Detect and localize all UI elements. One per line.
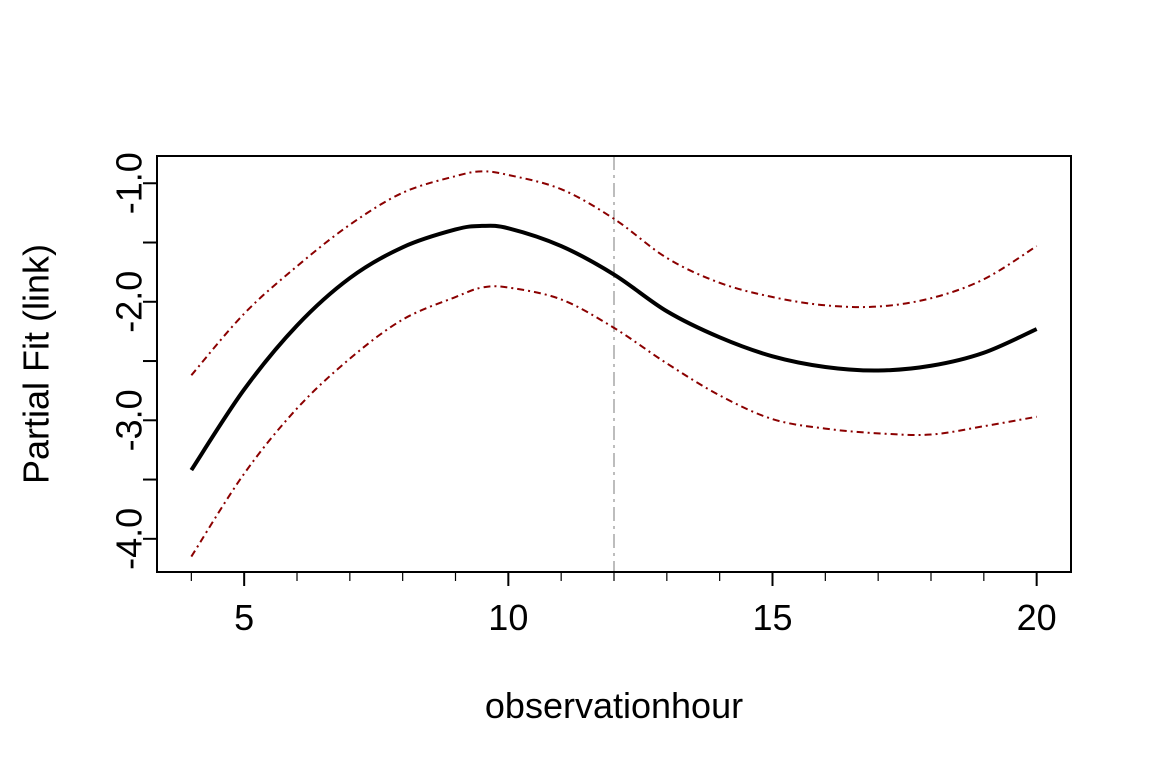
x-tick-label: 15 (752, 597, 792, 638)
x-tick-label: 10 (488, 597, 528, 638)
series-line-fit (189, 223, 1038, 472)
x-tick-label: 20 (1017, 597, 1057, 638)
x-tick-label: 5 (234, 597, 254, 638)
x-axis: 5 10 15 20 (190, 571, 1057, 638)
series-line-upper (190, 170, 1038, 376)
y-tick-label: -1.0 (109, 152, 150, 214)
series-line-lower (190, 285, 1037, 558)
series-layer (189, 170, 1038, 558)
y-axis-title: Partial Fit (link) (16, 244, 57, 484)
y-tick-label: -2.0 (109, 271, 150, 333)
y-tick-label: -4.0 (109, 508, 150, 570)
y-axis: -4.0 -3.0 -2.0 -1.0 (109, 152, 157, 570)
x-axis-title: observationhour (485, 685, 743, 726)
y-tick-label: -3.0 (109, 389, 150, 451)
